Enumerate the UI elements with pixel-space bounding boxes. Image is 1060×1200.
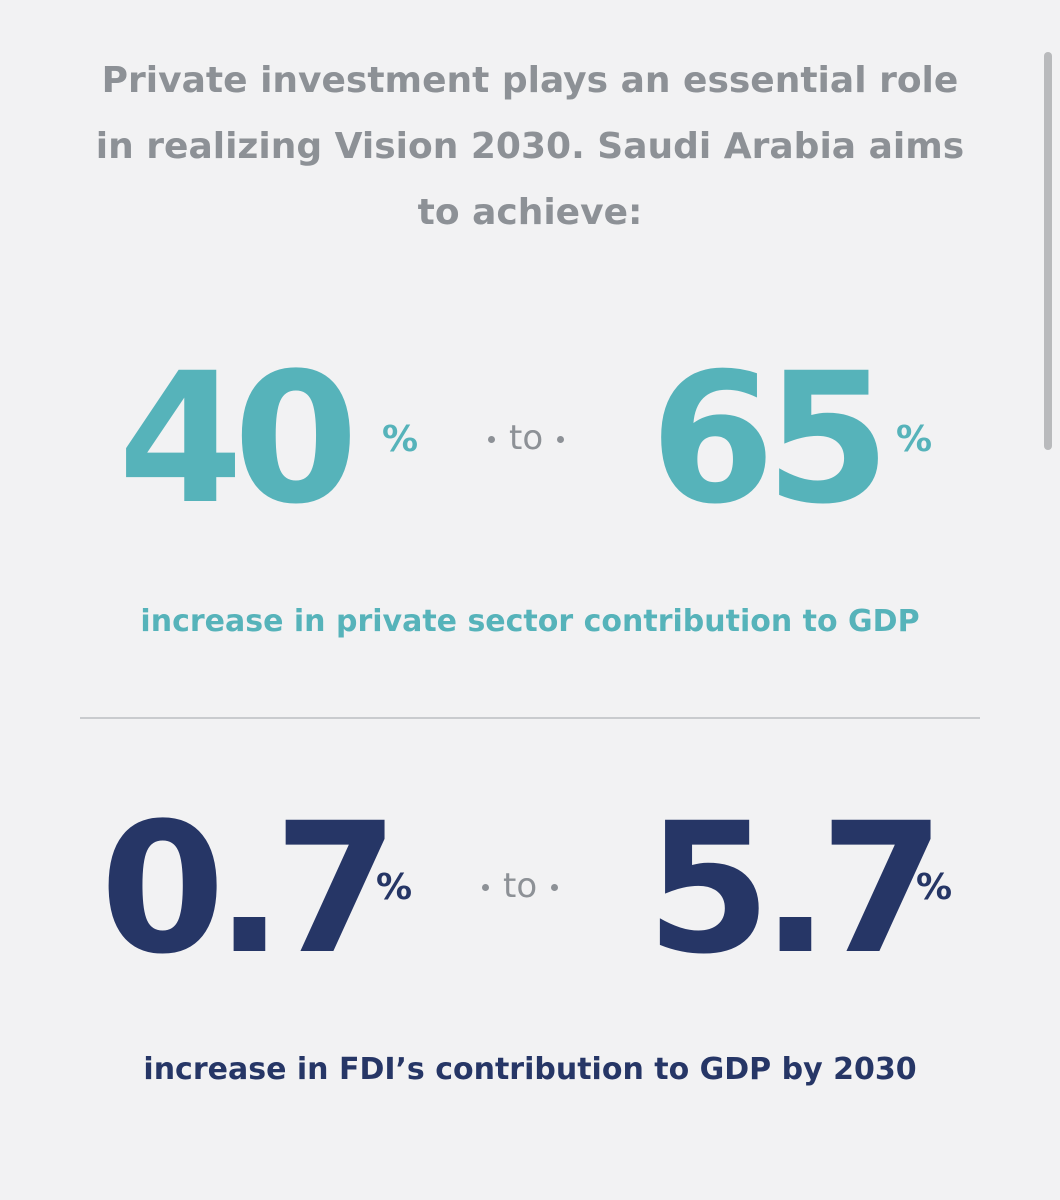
private-sector-to-value: 65 <box>650 335 890 544</box>
private-sector-connector: to <box>474 418 578 458</box>
private-sector-caption: increase in private sector contribution … <box>140 604 920 639</box>
fdi-connector: to <box>468 866 572 906</box>
dot-icon <box>551 884 559 891</box>
intro-line-3: to achieve: <box>417 192 643 233</box>
dot-icon <box>482 884 489 891</box>
fdi-stat: 0.7 % to 5.7 % <box>0 790 1060 990</box>
private-sector-stat: 40 % to 65 % <box>0 340 1060 540</box>
fdi-caption: increase in FDI’s contribution to GDP by… <box>143 1052 917 1087</box>
private-sector-from-value: 40 <box>118 335 358 544</box>
fdi-from-value: 0.7 <box>100 785 399 994</box>
scrollbar-thumb[interactable] <box>1044 52 1052 450</box>
fdi-from-unit: % <box>376 867 413 908</box>
dot-icon <box>557 436 565 443</box>
fdi-to-value: 5.7 <box>646 785 945 994</box>
intro-line-1: Private investment plays an essential ro… <box>101 60 959 101</box>
private-sector-to-unit: % <box>896 419 933 460</box>
section-divider <box>80 717 980 719</box>
private-sector-from-unit: % <box>382 419 419 460</box>
private-sector-connector-label: to <box>509 418 544 458</box>
fdi-to-unit: % <box>916 867 953 908</box>
intro-text: Private investment plays an essential ro… <box>60 48 1000 246</box>
intro-line-2: in realizing Vision 2030. Saudi Arabia a… <box>95 126 965 167</box>
dot-icon <box>488 436 495 443</box>
fdi-connector-label: to <box>503 866 538 906</box>
